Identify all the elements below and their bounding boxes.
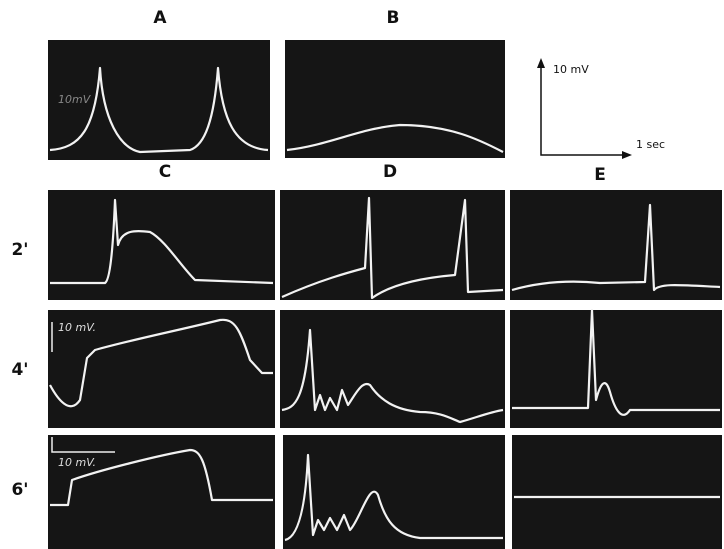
column-label: E xyxy=(594,165,606,185)
trace xyxy=(281,328,504,424)
panel xyxy=(285,40,505,158)
column-label: A xyxy=(153,8,167,28)
trace xyxy=(512,308,720,416)
panel xyxy=(512,435,722,549)
row-label: 4' xyxy=(11,360,28,380)
panel xyxy=(280,310,505,428)
trace xyxy=(286,123,504,153)
calibration-mark xyxy=(51,322,115,453)
column-label: C xyxy=(159,162,171,182)
trace xyxy=(50,448,273,507)
column-label: D xyxy=(383,162,397,182)
trace-label: 10mV xyxy=(58,93,92,106)
trace xyxy=(49,66,269,154)
trace xyxy=(50,198,274,285)
trace xyxy=(49,318,273,408)
scale-bar xyxy=(537,58,632,159)
trace xyxy=(281,196,504,300)
scale-label: 10 mV xyxy=(553,63,589,76)
column-label: B xyxy=(387,8,400,28)
row-label: 2' xyxy=(11,240,28,260)
trace xyxy=(511,203,721,292)
panel xyxy=(48,40,270,160)
panel xyxy=(283,435,505,549)
row-label: 6' xyxy=(11,480,28,500)
trace-label: 10 mV. xyxy=(58,456,96,469)
trace xyxy=(284,453,503,542)
scale-label: 1 sec xyxy=(636,138,665,151)
panel xyxy=(48,435,275,549)
trace-label: 10 mV. xyxy=(58,321,96,334)
